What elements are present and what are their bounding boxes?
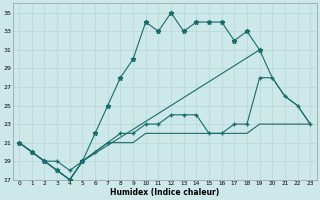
X-axis label: Humidex (Indice chaleur): Humidex (Indice chaleur)	[110, 188, 219, 197]
